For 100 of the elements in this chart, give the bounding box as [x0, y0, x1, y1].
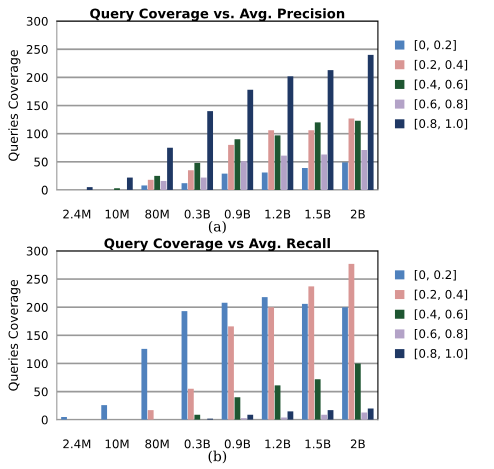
x-axis-title: (b)	[208, 450, 226, 464]
y-tick-label: 50	[34, 158, 48, 166]
bar	[314, 122, 321, 190]
legend-label: [0.6, 0.8]	[414, 329, 468, 340]
bar	[182, 183, 188, 190]
x-tick-label: 1.2B	[265, 210, 290, 218]
y-tick-label: 200	[26, 73, 48, 82]
bar	[328, 410, 334, 420]
legend-label: [0.8, 1.0]	[414, 118, 468, 130]
x-tick-label: 10M	[106, 210, 128, 219]
x-tick-label: 2B	[350, 439, 365, 448]
bar	[141, 348, 148, 420]
x-axis-title: (a)	[208, 220, 226, 234]
x-tick-label: 1.5B	[306, 210, 330, 219]
x-tick-label: 1.2B	[265, 439, 290, 448]
bar	[288, 76, 294, 190]
y-axis-title: Queries Coverage	[8, 280, 20, 391]
legend-label: [0, 0.2]	[414, 40, 456, 51]
bar	[342, 162, 348, 190]
x-tick-label: 2B	[350, 210, 365, 218]
bar	[148, 180, 154, 190]
bar	[188, 170, 194, 190]
chart-title: Query Coverage vs. Avg. Precision	[90, 8, 344, 22]
bar	[268, 130, 274, 190]
chart-title: Query Coverage vs Avg. Recall	[104, 238, 330, 251]
x-tick-label: 80M	[145, 439, 169, 448]
bar	[274, 385, 280, 420]
y-axis-title: Queries Coverage	[8, 50, 20, 161]
bar	[354, 120, 361, 190]
x-tick-label: 2.4M	[63, 210, 90, 218]
bar	[182, 311, 188, 420]
legend-label: [0.8, 1.0]	[414, 348, 468, 360]
x-tick-label: 0.3B	[184, 439, 210, 448]
legend-label: [0.2, 0.4]	[414, 290, 468, 300]
bar	[321, 154, 328, 190]
y-tick-label: 300	[26, 246, 48, 256]
bar	[101, 405, 108, 420]
bar	[228, 326, 234, 420]
bar	[368, 408, 374, 420]
bar	[361, 412, 368, 420]
bar	[240, 161, 247, 190]
x-tick-label: 10M	[106, 439, 128, 448]
bar	[361, 150, 368, 190]
y-tick-label: 250	[26, 44, 48, 54]
bar	[126, 178, 133, 190]
bar	[268, 307, 274, 420]
bar	[167, 148, 173, 190]
bar	[348, 264, 354, 420]
x-tick-label: 1.5B	[306, 440, 330, 448]
bar	[247, 414, 254, 420]
x-tick-label: 2.4M	[63, 439, 90, 448]
x-tick-label: 0.3B	[184, 210, 210, 219]
bar	[328, 70, 334, 190]
y-tick-label: 200	[26, 302, 48, 312]
bar	[348, 118, 354, 190]
bar	[228, 144, 234, 190]
y-tick-label: 150	[27, 331, 48, 340]
bar	[308, 286, 314, 420]
legend-label: [0.6, 0.8]	[414, 99, 468, 110]
bar	[200, 178, 207, 190]
bar	[302, 304, 308, 420]
bar	[188, 388, 194, 420]
y-tick-label: 300	[26, 16, 48, 26]
bar	[281, 156, 287, 190]
y-tick-label: 0	[42, 415, 48, 424]
bar	[262, 172, 268, 190]
y-tick-label: 150	[27, 101, 48, 110]
bar	[86, 187, 93, 190]
bar	[234, 397, 240, 420]
bar	[247, 90, 254, 190]
bar	[288, 411, 294, 420]
y-tick-label: 250	[26, 274, 48, 284]
bar	[222, 302, 228, 420]
bar	[308, 130, 314, 190]
x-tick-label: 0.9B	[224, 210, 250, 219]
bar	[148, 410, 154, 420]
bar	[207, 111, 214, 190]
legend-label: [0.2, 0.4]	[414, 60, 468, 70]
bar	[274, 135, 280, 190]
bar	[262, 297, 268, 420]
y-tick-label: 100	[27, 359, 48, 368]
y-tick-label: 0	[42, 186, 48, 195]
x-tick-label: 80M	[145, 210, 169, 219]
legend-label: [0.4, 0.6]	[414, 309, 468, 320]
bar	[321, 414, 328, 420]
bar	[222, 174, 228, 190]
bar	[368, 54, 374, 190]
legend-label: [0.4, 0.6]	[414, 80, 468, 90]
bar	[154, 176, 160, 190]
bar	[314, 379, 321, 420]
bar	[141, 185, 148, 190]
legend-label: [0, 0.2]	[414, 270, 456, 281]
bar	[194, 162, 200, 190]
bar	[234, 139, 240, 190]
x-tick-label: 0.9B	[224, 439, 250, 448]
bar	[302, 168, 308, 190]
bar	[342, 307, 348, 420]
bar	[354, 363, 361, 420]
y-tick-label: 50	[34, 387, 48, 396]
bar	[160, 180, 166, 190]
